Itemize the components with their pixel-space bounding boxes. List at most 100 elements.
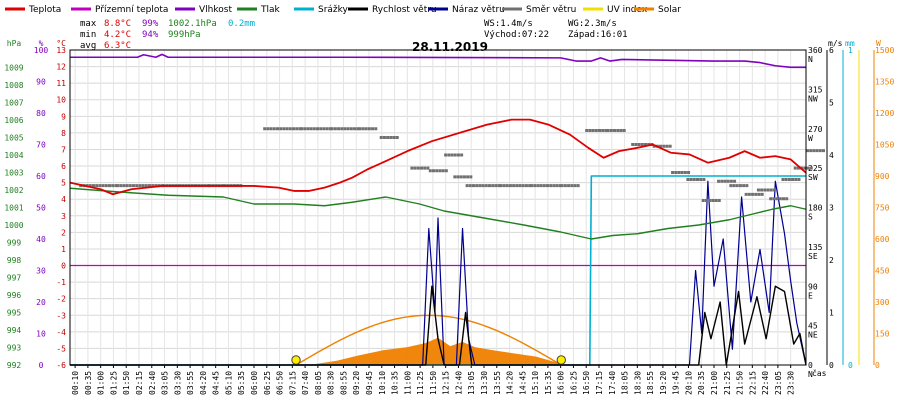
wind-direction-point [340,127,344,131]
x-tick-label: 15:10 [531,371,540,395]
wind-direction-point [720,179,724,183]
wind-direction-point [466,175,470,179]
wind-direction-point [782,197,785,201]
wind-direction-point [420,166,423,170]
wind-direction-point [389,136,393,139]
stat-max-temp: 8.8°C [104,19,131,29]
x-tick-label: 03:05 [161,371,170,395]
humidity-tick-label: 50 [36,204,46,213]
wind-direction-point [444,169,448,173]
wind-direction-point [683,171,687,174]
wind-direction-point [481,184,485,188]
wind-direction-point [552,184,556,188]
wind-direction-point [361,127,365,131]
wind-direction-point [756,188,760,192]
legend-label: Náraz větru [452,5,505,15]
x-tick-label: 23:30 [787,371,796,395]
wind-direction-point [95,184,99,188]
x-tick-label: 20:10 [684,371,693,395]
x-tick-label: 18:55 [646,371,655,395]
stat-wind-speed: WS:1.4m/s [484,19,533,29]
direction-tick-label: 90 [808,282,818,291]
wind-direction-point [606,129,610,132]
x-tick-label: 07:15 [288,371,297,395]
x-tick-label: 07:40 [301,371,310,395]
legend-label: Srážky [318,5,349,15]
temperature-tick-label: 7 [61,145,66,154]
wind-direction-point [812,149,816,153]
wind-direction-point [491,184,495,188]
wind-direction-point [594,129,598,132]
wind-direction-point [742,184,746,188]
wind-axis-label: m/s [828,39,843,48]
wind-direction-point [585,129,589,132]
temperature-tick-label: -4 [56,328,66,337]
wind-direction-point [132,184,135,188]
wind-direction-point [306,127,310,131]
wind-direction-point [428,169,432,173]
wind-direction-point [337,127,341,131]
wind-direction-point [319,127,323,131]
x-tick-label: 14:45 [518,371,527,395]
wind-direction-point [588,129,592,132]
humidity-tick-label: 80 [36,109,46,118]
wind-direction-point [122,184,126,188]
wind-direction-point [733,179,737,183]
wind-direction-point [555,184,559,188]
wind-direction-point [542,184,546,188]
wind-direction-point [518,184,522,188]
sun-marker [556,355,566,365]
wind-direction-point [371,127,375,131]
wind-direction-point [689,178,693,181]
direction-tick-name: NW [808,94,818,103]
stat-min-temp: 4.2°C [104,30,131,40]
wind-tick-label: 3 [829,204,834,213]
wind-direction-point [322,127,326,131]
wind-direction-point [806,166,810,170]
x-tick-label: 17:40 [608,371,617,395]
wind-direction-point [325,127,329,131]
wind-direction-point [781,178,785,181]
x-tick-label: 19:45 [672,371,681,395]
wind-direction-point [760,188,764,192]
x-tick-label: 02:15 [135,371,144,395]
wind-direction-point [119,184,123,188]
wind-direction-point [723,179,727,183]
wind-direction-point [88,184,92,188]
x-tick-label: 01:00 [97,371,106,395]
wind-direction-point [151,184,155,188]
wind-direction-point [515,184,519,188]
wind-direction-point [426,166,430,170]
wind-direction-point [536,184,540,188]
pressure-tick-label: 998 [7,256,22,265]
wind-direction-point [435,169,439,173]
x-tick-label: 08:05 [314,371,323,395]
wind-direction-point [769,197,773,201]
humidity-tick-label: 70 [36,141,46,150]
pressure-tick-label: 997 [7,274,22,283]
wind-direction-point [757,192,761,196]
wind-direction-point [484,184,488,188]
temperature-tick-label: 11 [56,79,66,88]
wind-direction-point [279,127,283,131]
wind-direction-point [116,184,119,188]
wind-direction-point [468,184,472,188]
wind-direction-point [677,171,681,174]
stat-sunset: Západ:16:01 [568,30,628,40]
wind-direction-point [508,184,512,188]
wind-direction-point [441,169,445,173]
direction-tick-label: 45 [808,322,818,331]
wind-direction-point [447,153,451,157]
temperature-tick-label: 9 [61,112,66,121]
direction-tick-name: N [808,55,813,64]
pressure-tick-label: 1007 [4,99,23,108]
humidity-tick-label: 20 [36,298,46,307]
temperature-tick-label: -1 [56,278,66,287]
grid [70,50,806,365]
sun-marker [291,355,301,365]
pressure-tick-label: 1000 [4,221,23,230]
wind-direction-point [459,175,463,179]
wind-direction-point [288,127,292,131]
stat-max-pressure: 1002.1hPa [168,19,217,29]
wind-direction-point [822,149,825,153]
